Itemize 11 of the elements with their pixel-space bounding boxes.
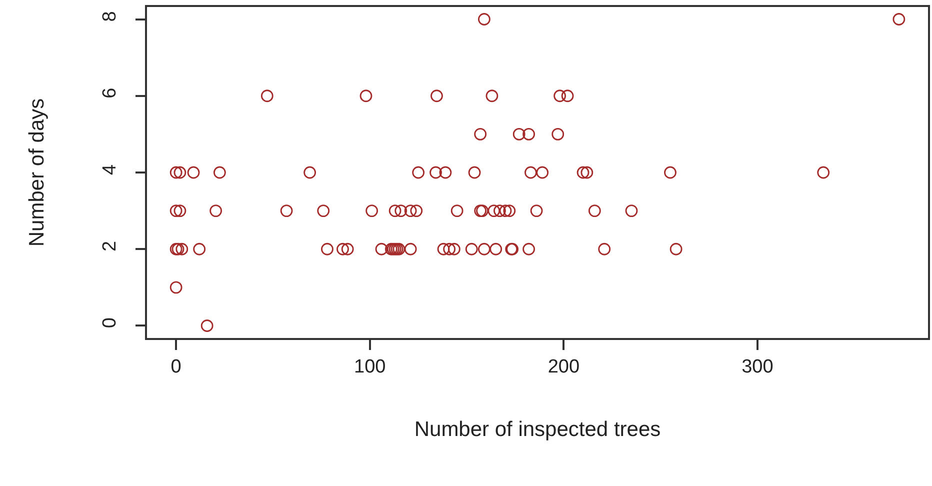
x-tick-label: 0 [170, 356, 182, 378]
y-tick-label: 6 [100, 88, 121, 98]
y-tick-label: 8 [100, 11, 121, 22]
y-axis-title: Number of days [25, 98, 48, 247]
x-axis-title: Number of inspected trees [414, 418, 661, 442]
x-tick-label: 300 [742, 356, 774, 378]
x-tick-label: 100 [354, 356, 386, 378]
y-tick-label: 2 [100, 240, 121, 252]
y-tick-label: 0 [100, 318, 121, 328]
x-tick-label: 200 [548, 356, 580, 378]
y-tick-label: 4 [100, 164, 121, 175]
